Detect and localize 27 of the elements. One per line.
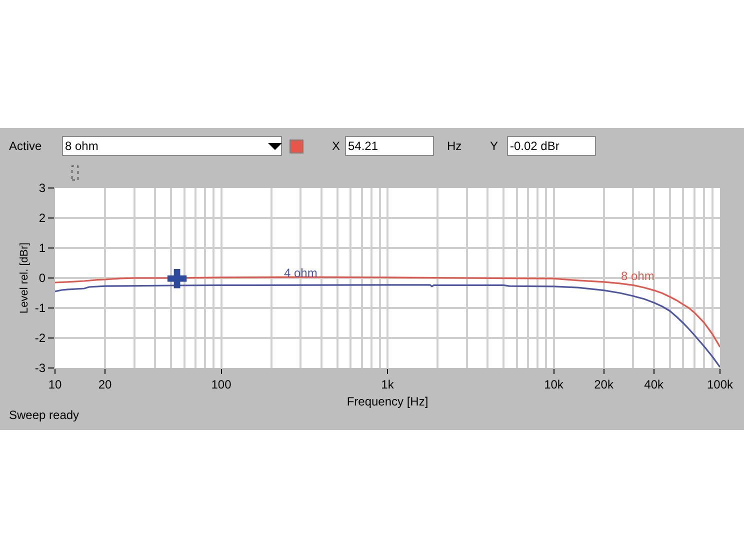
x-tick-label: 10k xyxy=(544,377,564,392)
y-tick-label: 1 xyxy=(38,241,46,256)
series-label: 4 ohm xyxy=(284,266,318,280)
text: Hz xyxy=(447,139,462,153)
text: Y xyxy=(490,139,498,153)
text: 8 ohm xyxy=(65,139,98,153)
text: -0.02 dBr xyxy=(510,139,560,153)
x-tick-label: 40k xyxy=(644,377,665,392)
y-axis-title: Level rel. [dBr] xyxy=(18,242,31,314)
x-tick-label: 20 xyxy=(98,377,112,392)
text: Active xyxy=(9,139,42,153)
y-tick-label: 2 xyxy=(38,211,46,226)
text: X xyxy=(332,139,340,153)
x-tick-label: 100k xyxy=(706,377,734,392)
text: Sweep ready xyxy=(9,408,80,422)
y-tick-label: -3 xyxy=(34,361,46,376)
x-tick-label: 100 xyxy=(211,377,232,392)
y-tick-label: -1 xyxy=(34,301,46,316)
x-tick-label: 20k xyxy=(594,377,614,392)
text: 54.21 xyxy=(348,139,378,153)
x-tick-label: 10 xyxy=(48,377,62,392)
y-tick-label: -2 xyxy=(34,331,46,346)
y-tick-label: 3 xyxy=(38,181,46,196)
y-tick-label: 0 xyxy=(38,271,46,286)
x-axis-title: Frequency [Hz] xyxy=(346,394,428,408)
series-label: 8 ohm xyxy=(621,269,654,283)
x-tick-label: 1k xyxy=(381,377,395,392)
